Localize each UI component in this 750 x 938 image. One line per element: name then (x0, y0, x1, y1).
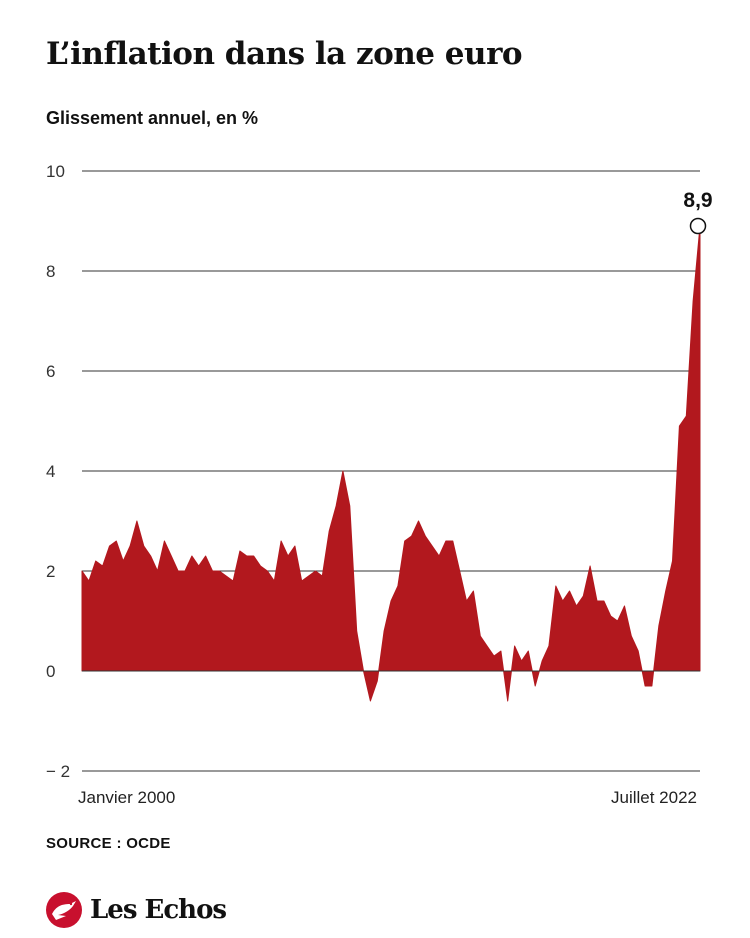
y-tick-label: 4 (46, 462, 55, 481)
chart-subtitle: Glissement annuel, en % (46, 108, 259, 128)
x-start-label: Janvier 2000 (78, 788, 175, 807)
x-end-label: Juillet 2022 (611, 788, 697, 807)
peak-marker (689, 217, 707, 235)
logo-text: Les Echos (90, 895, 227, 925)
y-tick-label: 6 (46, 362, 55, 381)
y-tick-label: 8 (46, 262, 55, 281)
logo-emblem-icon (46, 892, 82, 928)
chart-title: L’inflation dans la zone euro (46, 36, 523, 72)
y-tick-label: 0 (46, 662, 55, 681)
chart: − 2 0 2 4 6 8 10 8,9 Janvier 2000 Juillet 2022 (46, 162, 713, 807)
series-area (81, 225, 701, 702)
y-tick-label: 10 (46, 162, 65, 181)
y-tick-label: − 2 (46, 762, 70, 781)
brand-logo: Les Echos (46, 890, 227, 930)
y-tick-label: 2 (46, 562, 55, 581)
peak-label: 8,9 (683, 189, 712, 212)
source-note: SOURCE : OCDE (46, 835, 171, 852)
